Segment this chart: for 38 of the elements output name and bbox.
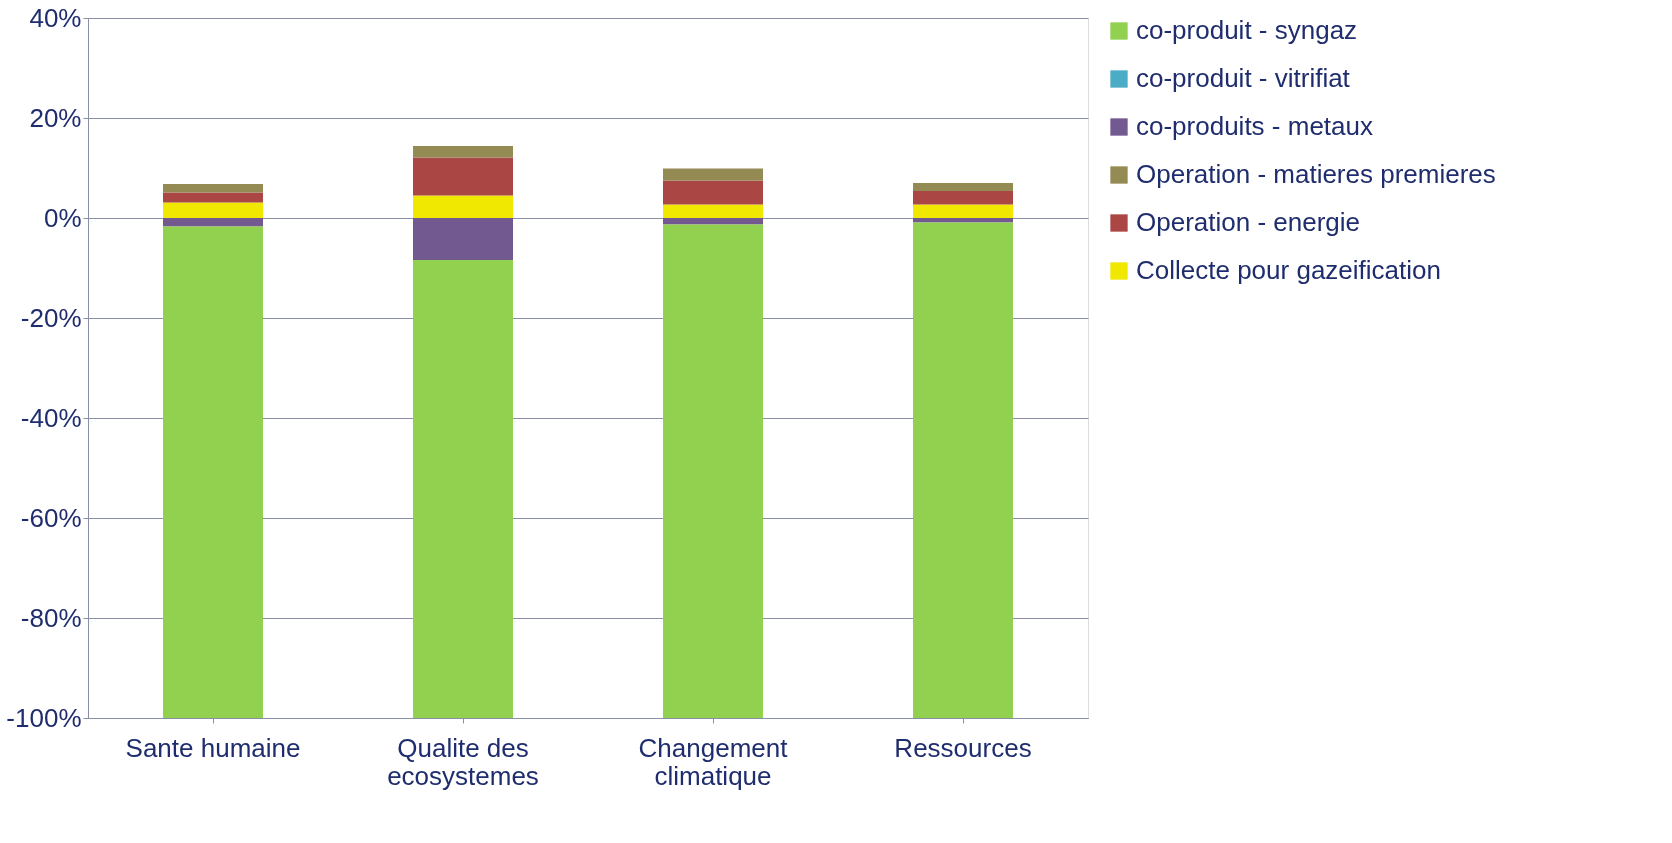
legend-label: Operation - energie — [1136, 207, 1361, 237]
x-tick-label: Ressources — [894, 732, 1032, 763]
bar — [663, 180, 763, 205]
y-tick-label: 0% — [43, 202, 82, 233]
x-tick-label: Qualite des ecosystemes — [387, 732, 539, 791]
y-tick-label: 40% — [29, 2, 82, 33]
bar — [913, 183, 1013, 191]
y-tick-label: -40% — [20, 402, 82, 433]
bar — [413, 157, 513, 196]
bar — [163, 184, 263, 193]
bar — [663, 168, 763, 181]
bar — [663, 204, 763, 218]
bar — [413, 146, 513, 158]
legend-label: co-produit - syngaz — [1136, 15, 1358, 45]
y-tick-label: -80% — [20, 602, 82, 633]
bar — [163, 226, 263, 718]
bar — [913, 218, 1013, 223]
bar — [413, 218, 513, 260]
y-tick-label: 20% — [29, 102, 82, 133]
bar — [663, 218, 763, 225]
bar — [663, 224, 763, 718]
bar — [413, 195, 513, 218]
legend-label: co-produits - metaux — [1136, 111, 1373, 141]
legend-label: Collecte pour gazeification — [1136, 255, 1441, 285]
bar — [163, 218, 263, 227]
y-tick-label: -100% — [6, 702, 82, 733]
y-tick-label: -60% — [20, 502, 82, 533]
x-tick-label: Changement climatique — [638, 732, 789, 791]
bar — [913, 222, 1013, 718]
bar — [413, 260, 513, 718]
bar — [913, 204, 1013, 218]
legend-label: Operation - matieres premieres — [1136, 159, 1496, 189]
bar — [163, 192, 263, 203]
legend-label: co-produit - vitrifiat — [1136, 63, 1351, 93]
y-tick-label: -20% — [20, 302, 82, 333]
bar — [913, 191, 1013, 205]
x-tick-label: Sante humaine — [125, 732, 301, 763]
bar — [163, 202, 263, 218]
